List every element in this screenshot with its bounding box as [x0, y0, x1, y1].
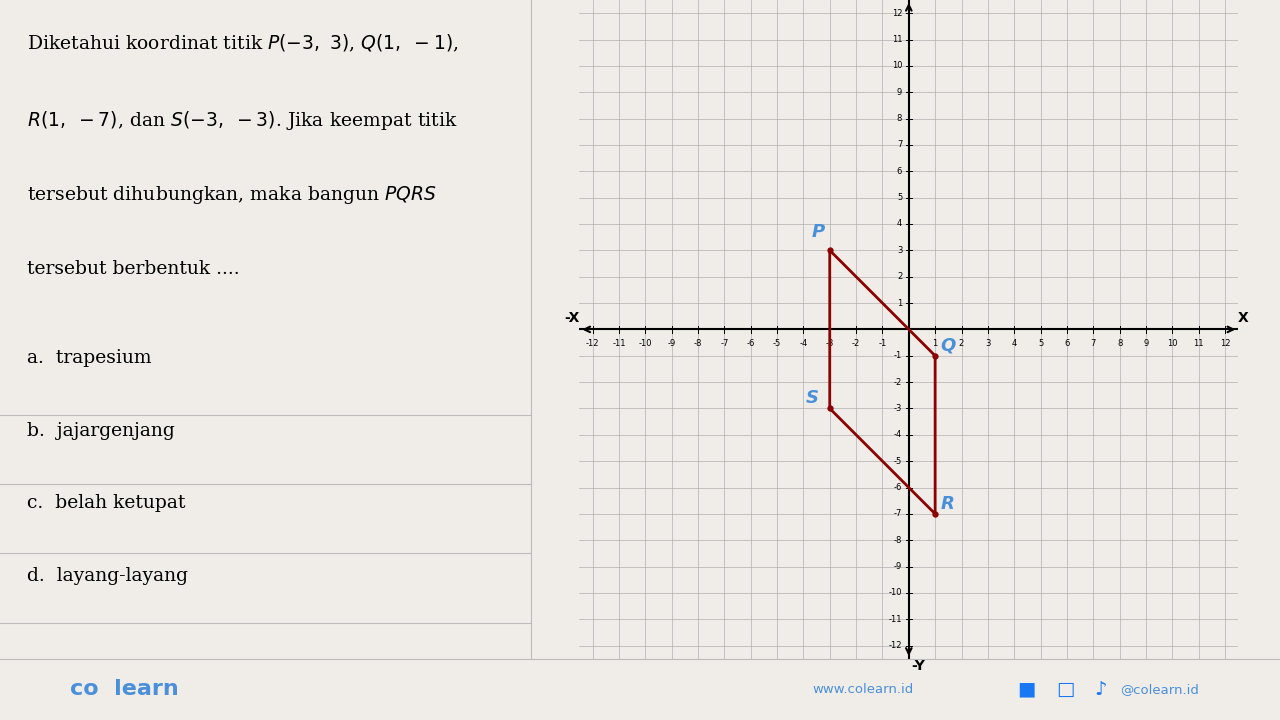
Text: 5: 5	[1038, 338, 1043, 348]
Text: -2: -2	[893, 377, 902, 387]
Text: 3: 3	[986, 338, 991, 348]
Text: -4: -4	[799, 338, 808, 348]
Text: -9: -9	[667, 338, 676, 348]
Text: -4: -4	[893, 431, 902, 439]
Text: S: S	[806, 390, 819, 408]
Text: -2: -2	[852, 338, 860, 348]
Text: -8: -8	[694, 338, 703, 348]
Text: 4: 4	[1011, 338, 1016, 348]
Text: 12: 12	[892, 9, 902, 18]
Text: 4: 4	[897, 220, 902, 228]
Text: -11: -11	[888, 615, 902, 624]
Text: -1: -1	[893, 351, 902, 360]
Text: 9: 9	[1143, 338, 1148, 348]
Text: $R(1,\ -7)$, dan $S(-3,\ -3)$. Jika keempat titik: $R(1,\ -7)$, dan $S(-3,\ -3)$. Jika keem…	[27, 109, 457, 132]
Text: 8: 8	[897, 114, 902, 123]
Text: -8: -8	[893, 536, 902, 545]
Text: □: □	[1056, 680, 1074, 699]
Text: 6: 6	[897, 167, 902, 176]
Text: 6: 6	[1064, 338, 1070, 348]
Text: 8: 8	[1117, 338, 1123, 348]
Text: -7: -7	[893, 509, 902, 518]
Text: 2: 2	[959, 338, 964, 348]
Text: R: R	[941, 495, 955, 513]
Text: a.  trapesium: a. trapesium	[27, 349, 151, 367]
Text: www.colearn.id: www.colearn.id	[813, 683, 914, 696]
Text: co  learn: co learn	[70, 680, 179, 699]
Text: -6: -6	[893, 483, 902, 492]
Text: 1: 1	[897, 299, 902, 307]
Text: 10: 10	[892, 61, 902, 71]
Text: ■: ■	[1018, 680, 1036, 699]
Text: -7: -7	[721, 338, 728, 348]
Text: 12: 12	[1220, 338, 1230, 348]
Text: 11: 11	[892, 35, 902, 44]
Text: -10: -10	[639, 338, 652, 348]
Text: Q: Q	[941, 336, 956, 354]
Text: 9: 9	[897, 88, 902, 96]
Text: -11: -11	[612, 338, 626, 348]
Text: tersebut berbentuk ....: tersebut berbentuk ....	[27, 260, 239, 278]
Text: tersebut dihubungkan, maka bangun $PQRS$: tersebut dihubungkan, maka bangun $PQRS$	[27, 184, 436, 207]
Text: 7: 7	[897, 140, 902, 150]
Text: 1: 1	[933, 338, 938, 348]
Text: -1: -1	[878, 338, 887, 348]
Text: -9: -9	[893, 562, 902, 571]
Text: -6: -6	[746, 338, 755, 348]
Text: -3: -3	[893, 404, 902, 413]
Text: -Y: -Y	[911, 659, 925, 672]
Text: -3: -3	[826, 338, 835, 348]
Text: -X: -X	[564, 310, 580, 325]
Text: ♪: ♪	[1094, 680, 1107, 699]
Text: -12: -12	[586, 338, 599, 348]
Text: -10: -10	[888, 588, 902, 598]
Text: 7: 7	[1091, 338, 1096, 348]
Text: d.  layang-layang: d. layang-layang	[27, 567, 188, 585]
Text: Diketahui koordinat titik $P(-3,\ 3)$, $Q(1,\ -1)$,: Diketahui koordinat titik $P(-3,\ 3)$, $…	[27, 33, 458, 54]
Text: b.  jajargenjang: b. jajargenjang	[27, 422, 174, 440]
Text: c.  belah ketupat: c. belah ketupat	[27, 494, 184, 512]
Text: 3: 3	[897, 246, 902, 255]
Text: -5: -5	[773, 338, 781, 348]
Text: -5: -5	[893, 456, 902, 466]
Text: 10: 10	[1167, 338, 1178, 348]
Text: 2: 2	[897, 272, 902, 282]
Text: 11: 11	[1193, 338, 1204, 348]
Text: -12: -12	[888, 641, 902, 650]
Text: 5: 5	[897, 193, 902, 202]
Text: P: P	[812, 223, 824, 241]
Text: @colearn.id: @colearn.id	[1120, 683, 1199, 696]
Text: X: X	[1238, 310, 1249, 325]
